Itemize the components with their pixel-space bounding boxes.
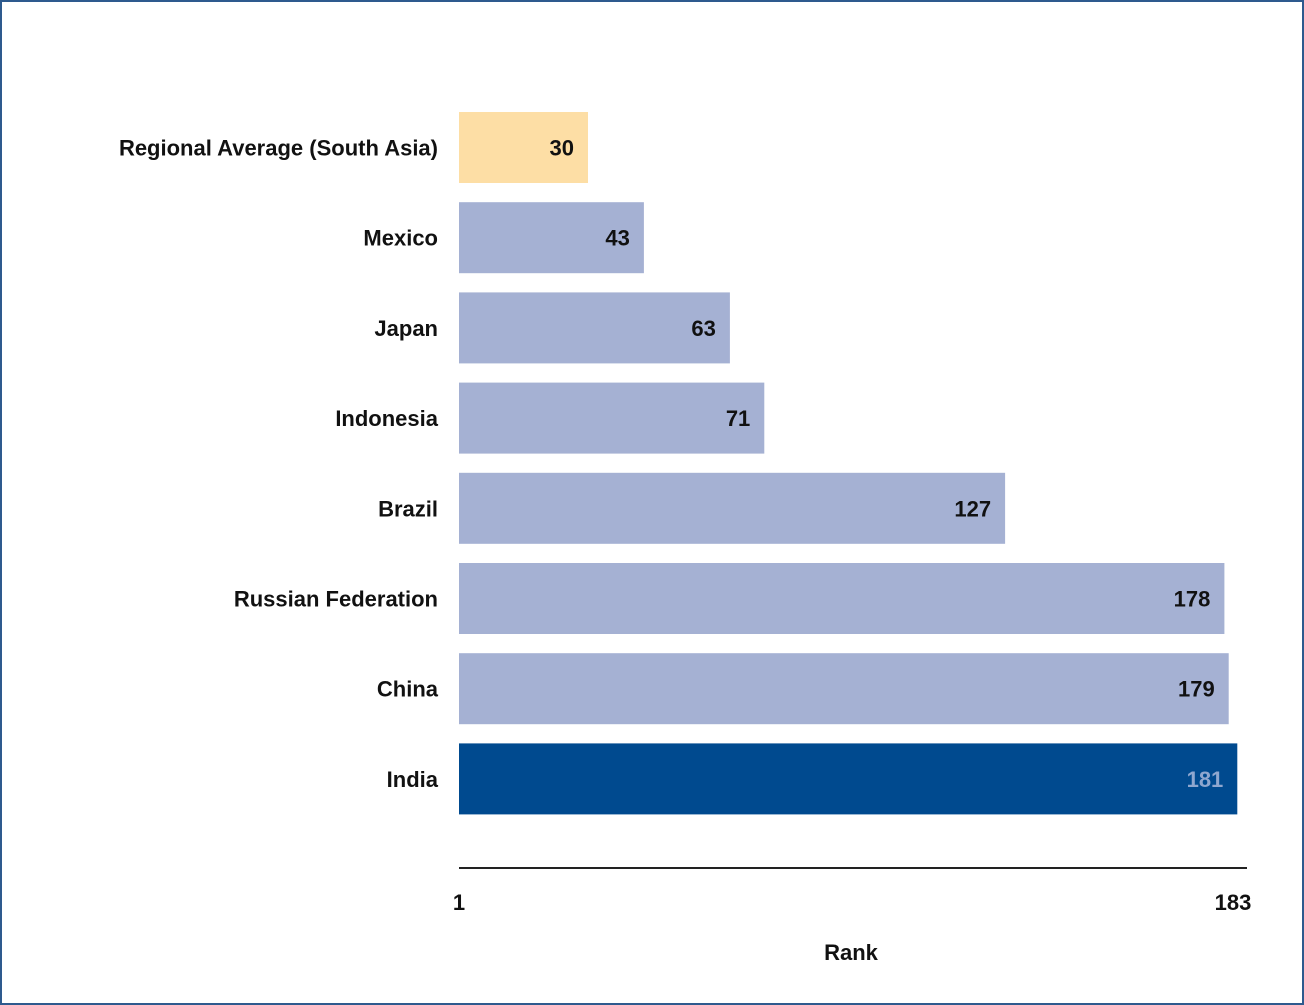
- value-label-indonesia: 71: [726, 406, 750, 431]
- value-label-china: 179: [1178, 677, 1215, 702]
- x-tick-min-label: 1: [453, 890, 465, 915]
- value-label-regional-average-south-asia: 30: [550, 136, 574, 161]
- bar-brazil: [459, 472, 1006, 544]
- value-label-india: 181: [1187, 767, 1224, 792]
- category-label-russian-federation: Russian Federation: [234, 587, 438, 612]
- category-label-mexico: Mexico: [363, 226, 438, 251]
- category-labels-layer: Regional Average (South Asia) Mexico Japan…: [119, 136, 439, 792]
- category-label-china: China: [377, 677, 439, 702]
- bar-china: [459, 653, 1229, 725]
- category-label-regional-average-south-asia: Regional Average (South Asia): [119, 136, 438, 161]
- bar-regional-average-south-asia: [459, 112, 588, 183]
- value-label-russian-federation: 178: [1174, 587, 1211, 612]
- value-label-mexico: 43: [605, 226, 629, 251]
- bar-indonesia: [459, 382, 765, 454]
- category-label-japan: Japan: [374, 316, 438, 341]
- bar-india: [459, 743, 1238, 815]
- category-label-brazil: Brazil: [378, 496, 438, 521]
- x-axis-title: Rank: [824, 940, 879, 965]
- bars-layer: 30 43 63 71 127 178 179 181: [459, 112, 1238, 815]
- x-tick-max-label: 183: [1215, 890, 1252, 915]
- bar-mexico: [459, 202, 644, 274]
- value-label-japan: 63: [691, 316, 715, 341]
- value-label-brazil: 127: [954, 496, 991, 521]
- bar-russian-federation: [459, 563, 1225, 634]
- bar-japan: [459, 292, 730, 364]
- category-label-indonesia: Indonesia: [335, 406, 438, 431]
- category-label-india: India: [387, 767, 439, 792]
